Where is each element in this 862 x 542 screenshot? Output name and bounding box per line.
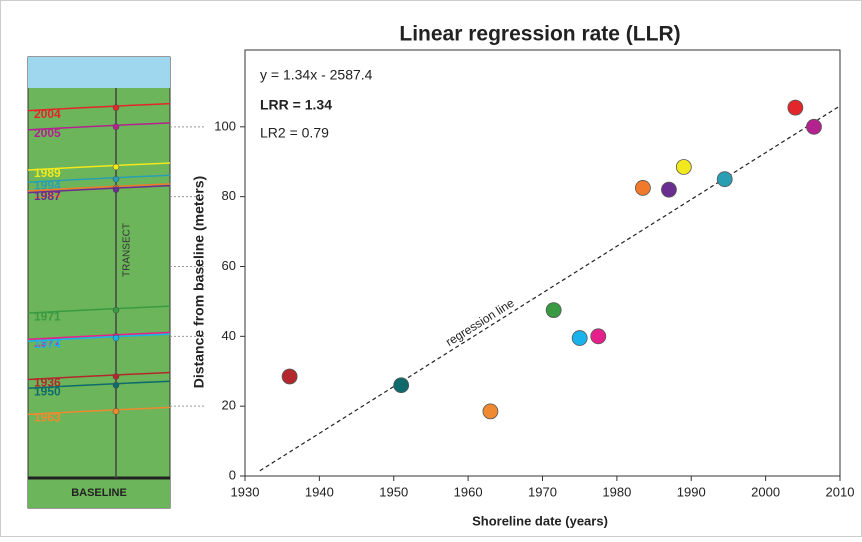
y-tick-label: 20 — [222, 398, 236, 413]
shoreline-year: 1987 — [34, 189, 61, 203]
chart-title: Linear regression rate (LLR) — [399, 23, 680, 46]
x-tick-label: 1990 — [677, 484, 706, 499]
x-tick-label: 1930 — [231, 484, 260, 499]
shoreline — [27, 406, 171, 416]
shoreline-year: 1963 — [34, 411, 61, 425]
x-axis-label: Shoreline date (years) — [472, 513, 608, 528]
point — [482, 403, 499, 420]
point — [716, 171, 733, 188]
shoreline-dot — [112, 334, 120, 342]
shoreline — [27, 102, 171, 112]
shoreline — [27, 305, 171, 314]
regression-line — [259, 105, 841, 472]
shoreline — [27, 122, 171, 131]
y-tick-label: 100 — [214, 118, 236, 133]
point — [675, 159, 692, 175]
shoreline — [27, 380, 171, 389]
shoreline-dot — [112, 186, 120, 193]
shoreline-year: 2005 — [34, 126, 61, 140]
point — [661, 181, 677, 198]
shoreline — [27, 371, 171, 381]
y-tick-label: 80 — [222, 188, 236, 203]
shoreline — [27, 174, 171, 183]
point — [571, 330, 588, 346]
shoreline-year: 1950 — [34, 384, 61, 398]
point — [281, 368, 298, 385]
baseline-label: BASELINE — [71, 487, 127, 499]
y-tick-label: 40 — [222, 328, 236, 343]
y-tick-label: 60 — [222, 258, 236, 273]
point — [787, 99, 804, 116]
y-tick-label: 0 — [229, 467, 236, 482]
x-tick-label: 1940 — [305, 484, 334, 499]
x-tick-label: 1980 — [602, 484, 631, 499]
y-axis-label: Distance from baseline (meters) — [191, 176, 207, 388]
shoreline — [27, 333, 171, 342]
shoreline-dot — [112, 175, 120, 183]
shoreline — [27, 331, 171, 341]
shoreline-dot — [112, 408, 120, 415]
point — [545, 302, 562, 319]
shoreline — [27, 184, 171, 194]
shoreline-dot — [112, 381, 120, 389]
point — [590, 328, 607, 345]
x-tick-label: 1960 — [454, 484, 483, 499]
x-tick-label: 1950 — [379, 484, 408, 499]
shoreline-year: 2004 — [34, 107, 61, 121]
shoreline-dot — [112, 123, 120, 131]
beach-diagram — [27, 56, 171, 509]
x-tick-label: 2000 — [751, 484, 780, 499]
lrr-value: LRR = 1.34 — [260, 97, 332, 113]
shoreline-year: 1974 — [34, 337, 61, 351]
shoreline-dot — [112, 373, 120, 380]
transect-label: TRANSECT — [122, 223, 133, 277]
shoreline-year: 1971 — [34, 309, 61, 323]
shoreline-dot — [112, 163, 120, 171]
shoreline-dot — [112, 306, 120, 314]
r2-value: LR2 = 0.79 — [260, 125, 329, 141]
baseline-band — [28, 478, 170, 508]
sea — [28, 57, 170, 88]
shoreline — [27, 162, 171, 171]
point — [635, 180, 651, 196]
shoreline — [27, 183, 171, 192]
x-tick-label: 2010 — [826, 484, 855, 499]
point — [806, 118, 822, 135]
shoreline-dot — [112, 104, 120, 111]
point — [393, 377, 410, 394]
shoreline-year: 1989 — [34, 166, 61, 180]
equation: y = 1.34x - 2587.4 — [260, 67, 373, 83]
x-tick-label: 1970 — [528, 484, 557, 499]
